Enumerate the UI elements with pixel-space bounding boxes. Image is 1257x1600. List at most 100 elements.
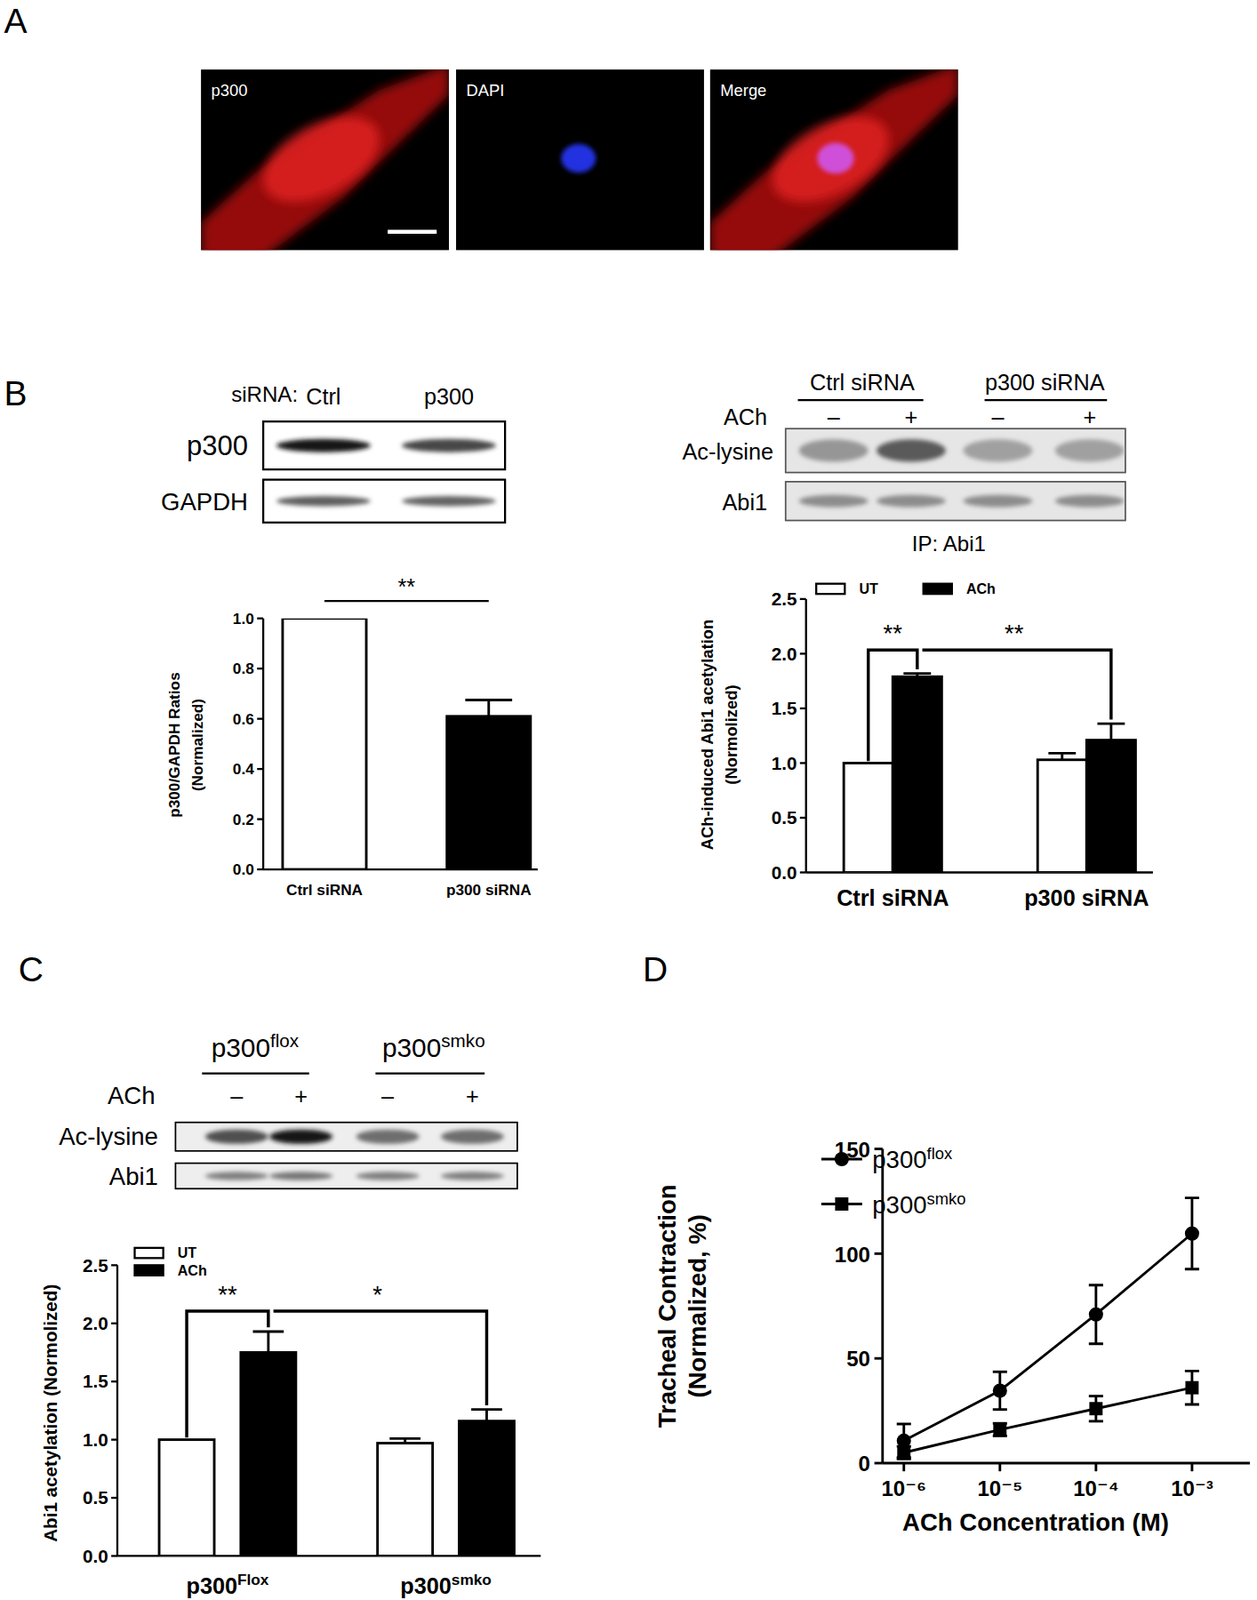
plot-area xyxy=(896,1198,1200,1460)
blot-strip xyxy=(785,428,1126,473)
x-tick-label: 10⁻⁶ xyxy=(880,1476,927,1501)
blot-band xyxy=(401,496,497,506)
y-tick xyxy=(111,1497,118,1499)
y-tick-label: 2.5 xyxy=(771,588,798,609)
error-cap xyxy=(1184,1403,1200,1407)
error-cap xyxy=(992,1408,1008,1411)
group-label: Ctrl siRNA xyxy=(809,369,915,395)
blot-strip xyxy=(175,1163,517,1190)
marker xyxy=(1088,1401,1103,1416)
line-chart: 05010015010⁻⁶10⁻⁵10⁻⁴10⁻³ACh Concentrati… xyxy=(653,1137,1250,1537)
legend-marker xyxy=(834,1152,849,1167)
y-axis-label: ACh-induced Abi1 acetylation xyxy=(697,619,717,850)
legend-swatch xyxy=(816,584,845,594)
y-tick-label: 0.8 xyxy=(232,659,255,678)
error-bar xyxy=(1109,723,1113,740)
y-axis xyxy=(116,1265,119,1556)
error-cap xyxy=(1048,752,1076,755)
y-tick xyxy=(800,707,807,710)
blot-band xyxy=(440,1171,505,1180)
treatment-sign: + xyxy=(1082,404,1097,430)
y-tick xyxy=(800,871,807,873)
row-label: p300 xyxy=(186,430,249,462)
error-cap xyxy=(992,1370,1008,1374)
y-axis-label: p300/GAPDH Ratios xyxy=(165,672,184,817)
error-cap xyxy=(471,1408,503,1411)
y-tick-label: 2.0 xyxy=(82,1313,109,1334)
y-tick-label: 50 xyxy=(846,1346,871,1371)
blot-band xyxy=(799,439,869,462)
legend-label: UT xyxy=(177,1244,198,1261)
error-cap xyxy=(1184,1267,1200,1271)
error-bar xyxy=(485,1409,489,1422)
bar xyxy=(377,1443,433,1557)
blot-strip xyxy=(263,421,505,470)
error-cap xyxy=(1088,1342,1104,1346)
y-axis xyxy=(262,618,265,870)
blot-strip xyxy=(263,480,505,523)
y-tick xyxy=(111,1264,118,1266)
bar xyxy=(843,762,893,873)
plot-area xyxy=(843,673,1136,873)
blot-band xyxy=(876,495,946,508)
bar-chart: 0.00.51.01.52.02.5ACh-induced Abi1 acety… xyxy=(697,580,1153,911)
label-superscript: smko xyxy=(440,1030,485,1051)
blot-band xyxy=(962,439,1033,462)
y-tick xyxy=(256,667,264,670)
background xyxy=(0,0,1257,1600)
significance: ** xyxy=(324,574,489,601)
legend-swatch xyxy=(135,1248,164,1258)
legend-label: p300smko xyxy=(872,1189,966,1219)
error-cap xyxy=(1088,1283,1104,1287)
x-tick-label: 10⁻⁵ xyxy=(976,1476,1023,1501)
y-axis-label: Tracheal Contraction xyxy=(653,1184,681,1428)
y-tick-label: 0.0 xyxy=(82,1545,109,1567)
y-tick xyxy=(256,868,264,871)
y-axis-label: (Normolized) xyxy=(721,684,741,785)
y-tick xyxy=(256,617,264,620)
significance-line xyxy=(324,600,489,602)
error-cap xyxy=(1088,1419,1104,1423)
micrograph xyxy=(456,69,705,250)
error-cap xyxy=(1184,1369,1200,1373)
legend-swatch xyxy=(135,1265,164,1275)
legend-marker xyxy=(834,1197,849,1211)
plot-area xyxy=(282,618,531,870)
treatment-sign: – xyxy=(991,404,1005,430)
x-tick xyxy=(902,1463,905,1472)
y-tick xyxy=(874,1252,883,1256)
cell-center xyxy=(248,98,393,220)
scale-bar xyxy=(387,229,437,234)
significance-label: * xyxy=(372,1281,383,1309)
bar xyxy=(458,1421,514,1557)
figure: ABCDp300DAPIMergesiRNA:Ctrlp300p300GAPDH… xyxy=(0,0,1257,1600)
y-axis-label: (Normalized) xyxy=(188,698,207,792)
y-tick-label: 0.4 xyxy=(232,760,255,778)
y-tick-label: 100 xyxy=(834,1242,871,1267)
y-axis-label: Abi1 acetylation (Normolized) xyxy=(40,1284,61,1543)
blot-header: siRNA: xyxy=(231,382,298,407)
x-tick-label: 10⁻⁴ xyxy=(1072,1476,1119,1501)
bar xyxy=(282,618,367,870)
cell-body xyxy=(710,69,959,250)
marker xyxy=(896,1446,911,1460)
significance: *** xyxy=(186,1281,487,1439)
cell-center xyxy=(758,98,903,220)
y-tick-label: 1.0 xyxy=(82,1429,109,1450)
legend-swatch xyxy=(923,584,953,594)
micrograph-content xyxy=(200,69,449,250)
y-tick-label: 1.0 xyxy=(232,609,255,628)
row-label: Abi1 xyxy=(109,1162,159,1191)
bar xyxy=(1086,740,1136,873)
blot-band xyxy=(440,1129,505,1145)
series-line xyxy=(904,1387,1193,1453)
y-tick xyxy=(256,817,264,820)
y-tick-label: 2.0 xyxy=(771,643,798,665)
bar xyxy=(159,1440,215,1557)
y-tick-label: 1.5 xyxy=(771,697,798,719)
blot-strip xyxy=(175,1122,517,1152)
row-label: Ac-lysine xyxy=(58,1122,159,1151)
group-line xyxy=(984,399,1108,401)
group-label: p300 siRNA xyxy=(984,369,1105,395)
micrograph-content xyxy=(560,144,596,173)
